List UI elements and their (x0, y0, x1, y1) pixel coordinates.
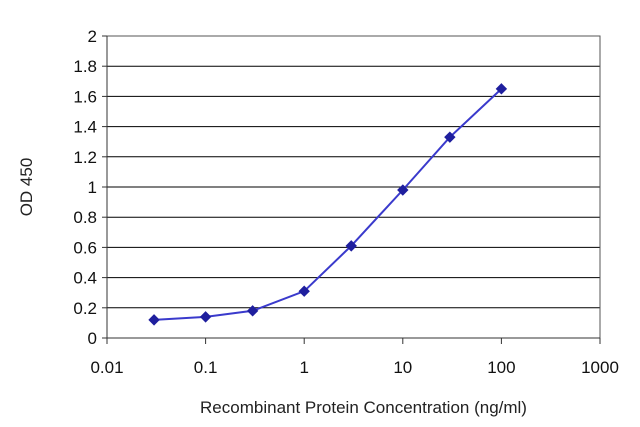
y-tick-label: 0.8 (73, 208, 97, 227)
axes: 0 0.2 0.4 0.6 0.8 1 1.2 1.4 1.6 1.8 2 0.01 0.1 1 10 100… (73, 27, 619, 377)
x-tick-label: 10 (393, 358, 412, 377)
y-tick-label: 0.4 (73, 269, 97, 288)
x-tick-label: 0.1 (194, 358, 218, 377)
y-tick-label: 1.8 (73, 57, 97, 76)
data-point (148, 314, 160, 326)
data-point (246, 305, 259, 317)
x-tick-label: 1000 (581, 358, 619, 377)
y-tick-label: 1.2 (73, 148, 97, 167)
y-tick-label: 0.6 (73, 238, 97, 257)
y-tick-label: 2 (88, 27, 97, 46)
y-tick-label: 0.2 (73, 299, 97, 318)
y-tick-label: 1 (88, 178, 97, 197)
data-series (148, 83, 508, 326)
data-point (397, 184, 409, 196)
y-tick-label: 1.6 (73, 87, 97, 106)
series-line (153, 88, 503, 321)
data-point (199, 311, 212, 323)
x-tick-label: 0.01 (90, 358, 123, 377)
y-tick-label: 0 (88, 329, 97, 348)
data-point (495, 83, 508, 95)
x-axis-title: Recombinant Protein Concentration (ng/ml… (200, 398, 527, 417)
y-tick-label: 1.4 (73, 118, 97, 137)
data-point (444, 131, 456, 143)
gridlines (107, 65, 600, 309)
x-tick-label: 1 (299, 358, 308, 377)
y-axis-title: OD 450 (17, 158, 36, 217)
x-tick-label: 100 (487, 358, 515, 377)
data-point (345, 240, 357, 252)
data-point (298, 285, 310, 297)
